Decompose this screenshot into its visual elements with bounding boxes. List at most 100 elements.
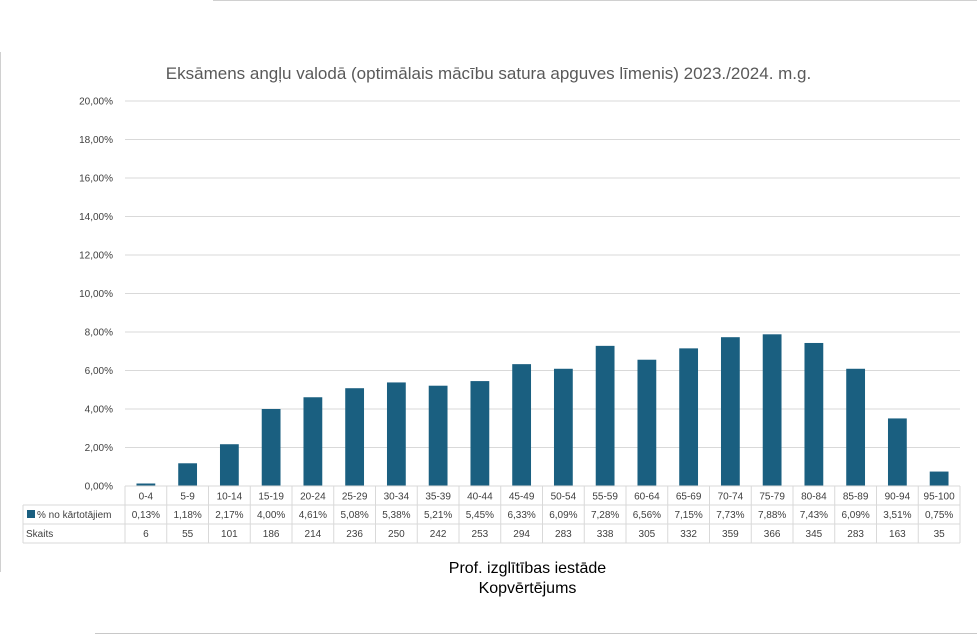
table-cell: 283 — [847, 529, 864, 540]
bar — [428, 385, 448, 486]
data-label: 6,09% — [549, 510, 577, 521]
table-cell: 345 — [806, 529, 823, 540]
bar — [303, 397, 323, 486]
data-label: 0,75% — [925, 510, 953, 521]
bar — [136, 483, 156, 486]
x-tick-label: 70-74 — [718, 492, 744, 503]
data-label: 6,33% — [507, 510, 535, 521]
bar — [595, 345, 615, 486]
data-label: 7,28% — [591, 510, 619, 521]
data-label: 0,13% — [132, 510, 160, 521]
left-border-line — [0, 52, 1, 572]
y-tick-label: 8,00% — [85, 328, 113, 339]
table-cell: 250 — [388, 529, 405, 540]
x-tick-label: 50-54 — [551, 492, 577, 503]
chart-title: Eksāmens angļu valodā (optimālais mācību… — [165, 64, 812, 83]
bar — [470, 381, 490, 486]
data-label: 5,21% — [424, 510, 452, 521]
data-label: 1,18% — [173, 510, 201, 521]
y-tick-label: 4,00% — [85, 405, 113, 416]
data-label: 4,00% — [257, 510, 285, 521]
data-label: 3,51% — [883, 510, 911, 521]
bar — [887, 418, 907, 486]
data-label: 5,38% — [382, 510, 410, 521]
x-tick-label: 45-49 — [509, 492, 535, 503]
table-cell: 186 — [263, 529, 280, 540]
table-cell: 294 — [513, 529, 530, 540]
bar — [553, 368, 573, 486]
bar — [345, 388, 365, 486]
bar — [178, 463, 198, 486]
x-tick-label: 10-14 — [217, 492, 243, 503]
y-tick-label: 16,00% — [79, 174, 113, 185]
bar — [679, 348, 699, 486]
table-row-label: Skaits — [26, 529, 53, 540]
data-label: 5,08% — [340, 510, 368, 521]
data-label: 6,09% — [841, 510, 869, 521]
x-tick-label: 35-39 — [425, 492, 451, 503]
table-cell: 6 — [143, 529, 149, 540]
legend-swatch — [27, 510, 35, 518]
y-tick-label: 20,00% — [79, 97, 113, 108]
x-tick-label: 30-34 — [384, 492, 410, 503]
x-tick-label: 15-19 — [258, 492, 284, 503]
x-tick-label: 25-29 — [342, 492, 368, 503]
table-cell: 214 — [305, 529, 322, 540]
bar — [219, 444, 239, 486]
legend-label: % no kārtotājiem — [37, 510, 111, 521]
bar — [762, 334, 782, 486]
y-tick-label: 6,00% — [85, 366, 113, 377]
x-tick-label: 60-64 — [634, 492, 660, 503]
x-tick-label: 5-9 — [180, 492, 195, 503]
bar — [804, 342, 824, 486]
x-tick-label: 65-69 — [676, 492, 702, 503]
table-cell: 163 — [889, 529, 906, 540]
data-label: 7,73% — [716, 510, 744, 521]
table-cell: 101 — [221, 529, 238, 540]
caption-line-2: Kopvērtējums — [478, 580, 577, 597]
data-label: 7,43% — [800, 510, 828, 521]
caption-line-1: Prof. izglītības iestāde — [448, 560, 607, 577]
table-cell: 35 — [934, 529, 946, 540]
data-label: 2,17% — [215, 510, 243, 521]
top-border-line — [213, 0, 977, 1]
bottom-border-line — [95, 633, 977, 634]
table-cell: 236 — [346, 529, 363, 540]
bar — [261, 409, 281, 486]
data-label: 6,56% — [633, 510, 661, 521]
x-tick-label: 0-4 — [139, 492, 154, 503]
table-cell: 359 — [722, 529, 739, 540]
y-tick-label: 0,00% — [85, 482, 113, 493]
y-tick-label: 14,00% — [79, 212, 113, 223]
x-tick-label: 40-44 — [467, 492, 493, 503]
bar — [637, 359, 657, 486]
table-cell: 242 — [430, 529, 447, 540]
data-label: 7,15% — [674, 510, 702, 521]
data-label: 4,61% — [299, 510, 327, 521]
y-tick-label: 2,00% — [85, 443, 113, 454]
data-label: 7,88% — [758, 510, 786, 521]
table-cell: 338 — [597, 529, 614, 540]
table-cell: 283 — [555, 529, 572, 540]
x-tick-label: 95-100 — [924, 492, 956, 503]
bar — [929, 471, 949, 486]
bar — [846, 368, 866, 486]
data-label: 5,45% — [466, 510, 494, 521]
x-tick-label: 90-94 — [885, 492, 911, 503]
y-tick-label: 18,00% — [79, 135, 113, 146]
table-cell: 332 — [680, 529, 697, 540]
chart-caption: Prof. izglītības iestāde Kopvērtējums — [0, 559, 977, 599]
bar — [386, 382, 406, 486]
x-tick-label: 75-79 — [759, 492, 785, 503]
table-cell: 55 — [182, 529, 194, 540]
table-cell: 366 — [764, 529, 781, 540]
table-cell: 253 — [472, 529, 489, 540]
y-tick-label: 10,00% — [79, 289, 113, 300]
bar — [720, 337, 740, 486]
table-cell: 305 — [639, 529, 656, 540]
bar — [512, 364, 532, 486]
x-tick-label: 55-59 — [592, 492, 618, 503]
x-tick-label: 20-24 — [300, 492, 326, 503]
x-tick-label: 85-89 — [843, 492, 869, 503]
